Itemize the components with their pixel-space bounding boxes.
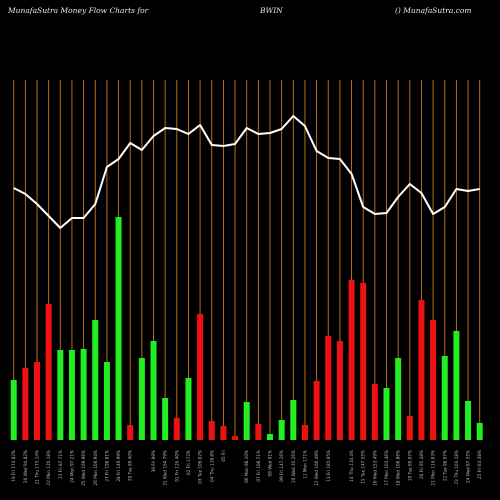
bar xyxy=(418,300,425,440)
x-tick-label: 11 Mon 171% xyxy=(302,450,307,479)
x-tick-label: 02 Fri 172% xyxy=(186,450,191,475)
bar xyxy=(197,314,204,440)
x-tick-label: 08 Wed 91% xyxy=(268,450,273,476)
x-tick-label: 24 Wed 87.55% xyxy=(466,450,471,483)
bar xyxy=(430,320,437,440)
bar xyxy=(185,378,192,440)
x-tick-label: 19 Tue 69.07% xyxy=(407,450,412,481)
bar xyxy=(371,384,378,440)
bar xyxy=(150,341,157,440)
x-tick-label: 20 Fri 95.48% xyxy=(419,450,424,479)
bar xyxy=(255,424,262,440)
bar xyxy=(22,368,29,440)
bar xyxy=(290,400,297,440)
bar xyxy=(127,425,134,440)
x-tick-label: 26 Mon 100.94% xyxy=(93,450,98,485)
x-tick-label: 23 Fri 87.71% xyxy=(58,450,63,479)
bar xyxy=(10,380,17,440)
bar xyxy=(395,358,402,440)
x-tick-label: 18 Wed 108.86% xyxy=(396,450,401,486)
bar xyxy=(476,423,483,440)
x-tick-label: 05 Fri xyxy=(221,450,226,462)
x-tick-label: 31 Wed 164.79% xyxy=(163,450,168,486)
bar xyxy=(453,331,460,440)
x-tick-label: 10 Wed 35.26% xyxy=(291,450,296,483)
x-tick-label: 30 Fri 89% xyxy=(151,450,156,472)
bar xyxy=(57,350,64,440)
x-tick-label: 27 Fri 198.81% xyxy=(104,450,109,482)
bar xyxy=(80,349,87,440)
bar xyxy=(313,381,320,440)
x-tick-label: 13 Fri 185.95% xyxy=(326,450,331,482)
bar xyxy=(441,356,448,440)
x-tick-labels: 19 Fri 174.82% 20 Wed 94.82% 21 Thu 175.14… xyxy=(11,450,482,486)
x-tick-label: 21 Mon 114.63% xyxy=(431,450,436,485)
x-tick-label: 21 Thu 175.14% xyxy=(35,450,40,485)
x-tick-label: 25 Wed 169.96% xyxy=(81,450,86,486)
bar xyxy=(348,280,355,440)
bar xyxy=(220,426,227,440)
bar xyxy=(115,217,122,440)
bar xyxy=(173,418,180,440)
x-tick-label: 24 Mon 97.21% xyxy=(69,450,74,483)
bar xyxy=(92,320,99,440)
bar xyxy=(465,401,472,440)
x-tick-label: 09 Fri 147.16% xyxy=(279,450,284,482)
x-tick-label: 23 Thu 103.18% xyxy=(454,450,459,485)
x-tick-label: 03 Tue 106.02% xyxy=(198,450,203,484)
bar xyxy=(103,362,110,440)
x-tick-label: 14 Thu 110.4% xyxy=(349,450,354,482)
bar xyxy=(267,434,273,440)
x-tick-label: 28 Fri 149.99% xyxy=(116,450,121,482)
x-tick-label: 12 Wed 160.49% xyxy=(314,450,319,486)
x-tick-label: 04 Thu 118.8% xyxy=(209,450,214,482)
x-tick-label: 25 Fri 83.38% xyxy=(477,450,482,479)
header-right-text: () MunafaSutra.com xyxy=(395,6,472,15)
bar xyxy=(208,421,215,440)
bar xyxy=(278,420,285,440)
x-tick-label: 29 Tue 89.40% xyxy=(128,450,133,481)
x-tick-label: 07 Fri 108.71% xyxy=(256,450,261,482)
bar xyxy=(301,425,308,440)
bar xyxy=(138,358,145,440)
x-tick-label: 01 Fri 126.40% xyxy=(174,450,179,482)
bar xyxy=(336,341,343,440)
flow-line xyxy=(13,115,480,229)
x-tick-label: 19 Fri 174.82% xyxy=(11,450,16,482)
bar xyxy=(243,402,250,440)
header-left-text: MunafaSutra Money Flow Charts for xyxy=(8,6,149,15)
bar xyxy=(383,388,390,440)
bar xyxy=(34,362,40,440)
bar xyxy=(232,436,239,440)
x-tick-label: 16 Wed 153.49% xyxy=(372,450,377,486)
bar xyxy=(68,350,75,440)
bar xyxy=(360,283,367,440)
x-tick-label: 17 Mon 103.46% xyxy=(384,450,389,485)
bars xyxy=(10,217,483,440)
bar xyxy=(45,304,52,440)
header-ticker: BWIN xyxy=(260,6,283,15)
bar xyxy=(162,398,169,440)
x-tick-label: 22 Tue 90.97% xyxy=(442,450,447,481)
x-tick-label: 20 Wed 94.82% xyxy=(23,450,28,483)
x-tick-label: 06 Mon 98.10% xyxy=(244,450,249,483)
x-tick-label: 15 Tue 147.55% xyxy=(361,450,366,484)
x-tick-label: 22 Mon 120.18% xyxy=(46,450,51,485)
flow-line-group xyxy=(13,115,480,229)
bar xyxy=(406,416,413,440)
bar xyxy=(325,336,332,440)
